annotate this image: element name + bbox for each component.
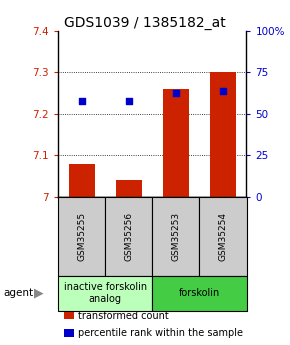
Text: GDS1039 / 1385182_at: GDS1039 / 1385182_at — [64, 16, 226, 30]
Text: forskolin: forskolin — [179, 288, 220, 298]
Bar — [116, 180, 142, 197]
Text: GSM35255: GSM35255 — [77, 212, 86, 261]
Bar — [163, 89, 189, 197]
Bar — [69, 164, 95, 197]
Bar — [58, 197, 105, 276]
Bar — [200, 197, 246, 276]
Text: percentile rank within the sample: percentile rank within the sample — [78, 328, 243, 338]
Point — [79, 99, 84, 104]
Bar — [152, 276, 246, 310]
Text: ▶: ▶ — [34, 287, 44, 300]
Text: inactive forskolin
analog: inactive forskolin analog — [64, 283, 147, 304]
Text: agent: agent — [3, 288, 33, 298]
Bar — [210, 72, 236, 197]
Bar — [152, 197, 200, 276]
Text: GSM35256: GSM35256 — [124, 212, 133, 261]
Point — [126, 99, 131, 104]
Text: transformed count: transformed count — [78, 311, 169, 321]
Point — [173, 90, 178, 96]
Point — [221, 88, 225, 94]
Bar — [105, 197, 152, 276]
Text: GSM35253: GSM35253 — [171, 212, 180, 261]
Text: GSM35254: GSM35254 — [218, 212, 227, 261]
Bar — [58, 276, 152, 310]
